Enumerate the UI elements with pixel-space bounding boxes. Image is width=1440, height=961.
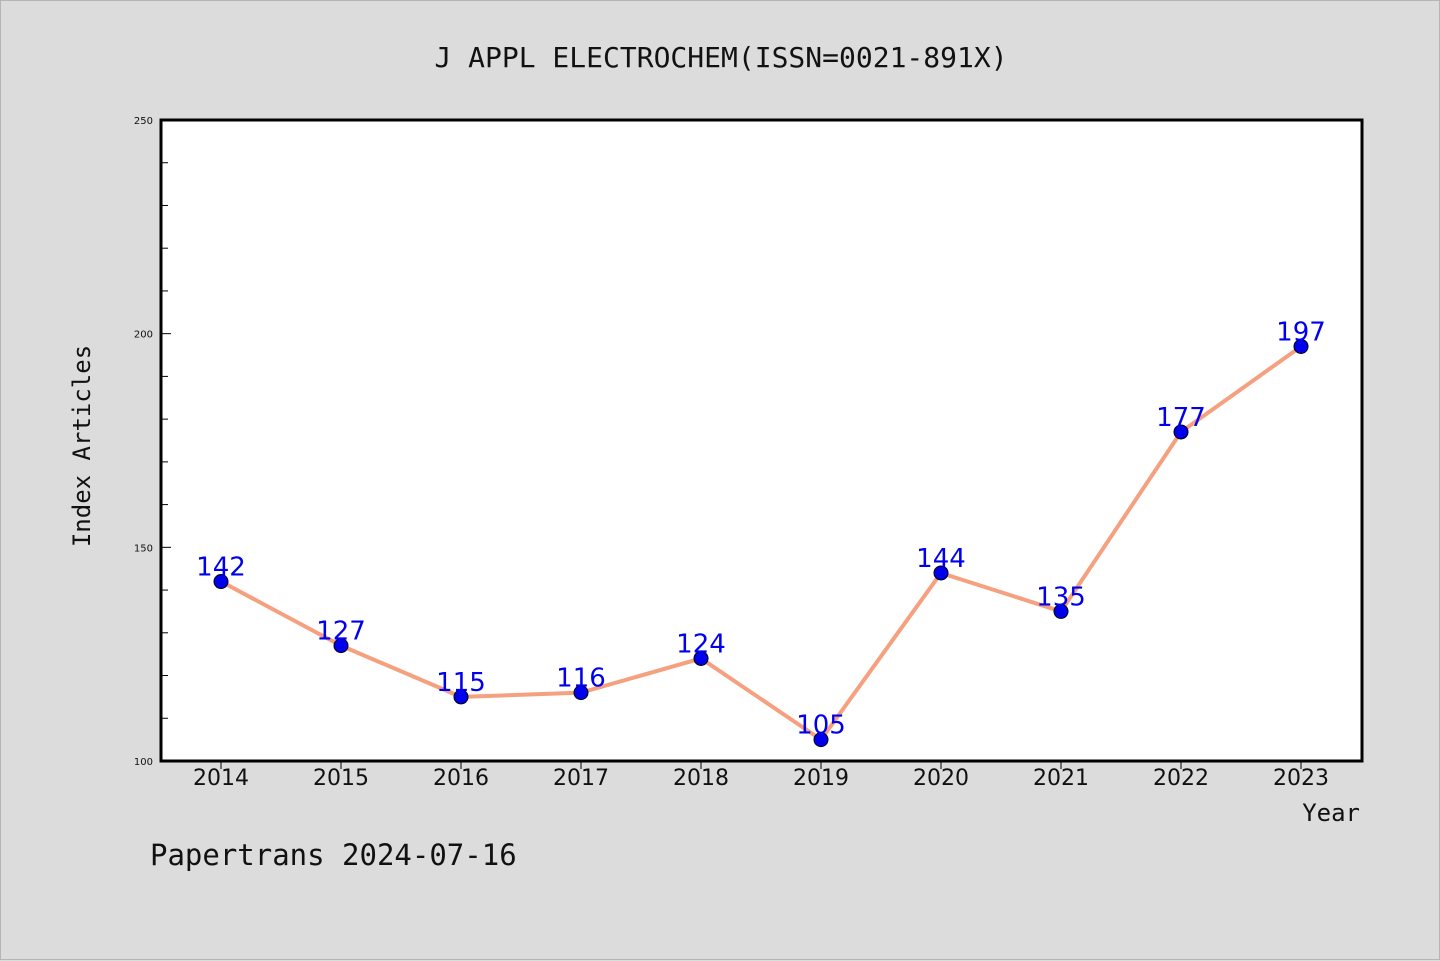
x-tick-label: 2014 <box>193 766 249 791</box>
footer-credit: Papertrans 2024-07-16 <box>150 838 517 872</box>
data-point <box>1293 338 1309 354</box>
data-point <box>1053 603 1069 619</box>
chart-title: J APPL ELECTROCHEM(ISSN=0021-891X) <box>434 41 1007 74</box>
data-label: 144 <box>916 544 966 574</box>
x-tick-label: 2021 <box>1033 766 1089 791</box>
x-axis-ticks: 2014 2015 2016 2017 2018 2019 2020 2021 2022 2023 <box>193 761 1329 791</box>
y-tick-label: 200 <box>134 330 153 341</box>
data-label: 116 <box>556 664 606 694</box>
y-axis-ticks: 100 150 200 250 <box>134 116 171 768</box>
x-axis-label: Year <box>1302 799 1360 827</box>
data-label: 177 <box>1156 403 1206 433</box>
x-tick-label: 2016 <box>433 766 489 791</box>
y-axis-label: Index Articles <box>68 345 96 547</box>
x-tick-label: 2020 <box>913 766 969 791</box>
y-tick-label: 250 <box>134 116 153 127</box>
data-point <box>213 574 229 590</box>
data-label: 124 <box>676 629 726 659</box>
data-label: 127 <box>316 617 366 647</box>
data-point <box>573 685 589 701</box>
plot-area <box>159 118 1364 763</box>
y-tick-label: 100 <box>134 757 153 768</box>
data-label: 115 <box>436 668 486 698</box>
data-point <box>933 565 949 581</box>
x-tick-label: 2023 <box>1273 766 1329 791</box>
x-tick-label: 2015 <box>313 766 369 791</box>
data-point <box>813 732 829 748</box>
data-label: 197 <box>1276 317 1326 347</box>
x-tick-label: 2019 <box>793 766 849 791</box>
data-label: 105 <box>796 711 846 741</box>
data-label: 135 <box>1036 582 1086 612</box>
series-group <box>213 338 1309 748</box>
data-point <box>1173 424 1189 440</box>
x-tick-label: 2018 <box>673 766 729 791</box>
data-point <box>333 638 349 654</box>
x-tick-label: 2017 <box>553 766 609 791</box>
data-label: 142 <box>196 553 246 583</box>
series-line <box>220 344 1303 742</box>
data-point <box>453 689 469 705</box>
y-tick-label: 150 <box>134 543 153 554</box>
data-labels: 142 127 115 116 124 105 144 135 177 197 <box>196 317 1326 740</box>
data-point <box>693 650 709 666</box>
x-tick-label: 2022 <box>1153 766 1209 791</box>
